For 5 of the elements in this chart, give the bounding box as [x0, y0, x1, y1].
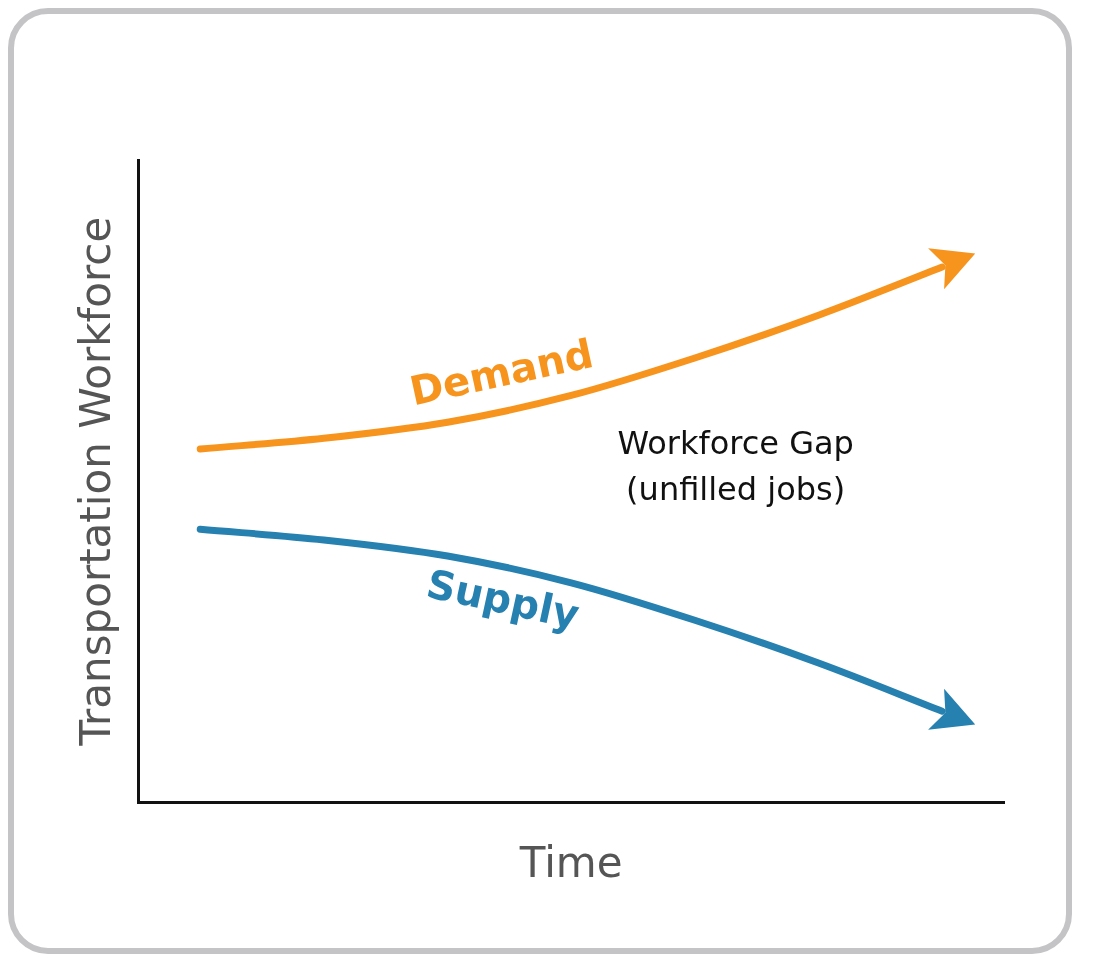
- text: Demand: [405, 329, 598, 415]
- text: Supply: [422, 560, 584, 638]
- y-axis-title: Transportation Workforce: [71, 216, 121, 747]
- x-axis-title: Time: [518, 837, 623, 887]
- annotation: Workforce Gap (unfilled jobs): [617, 423, 854, 508]
